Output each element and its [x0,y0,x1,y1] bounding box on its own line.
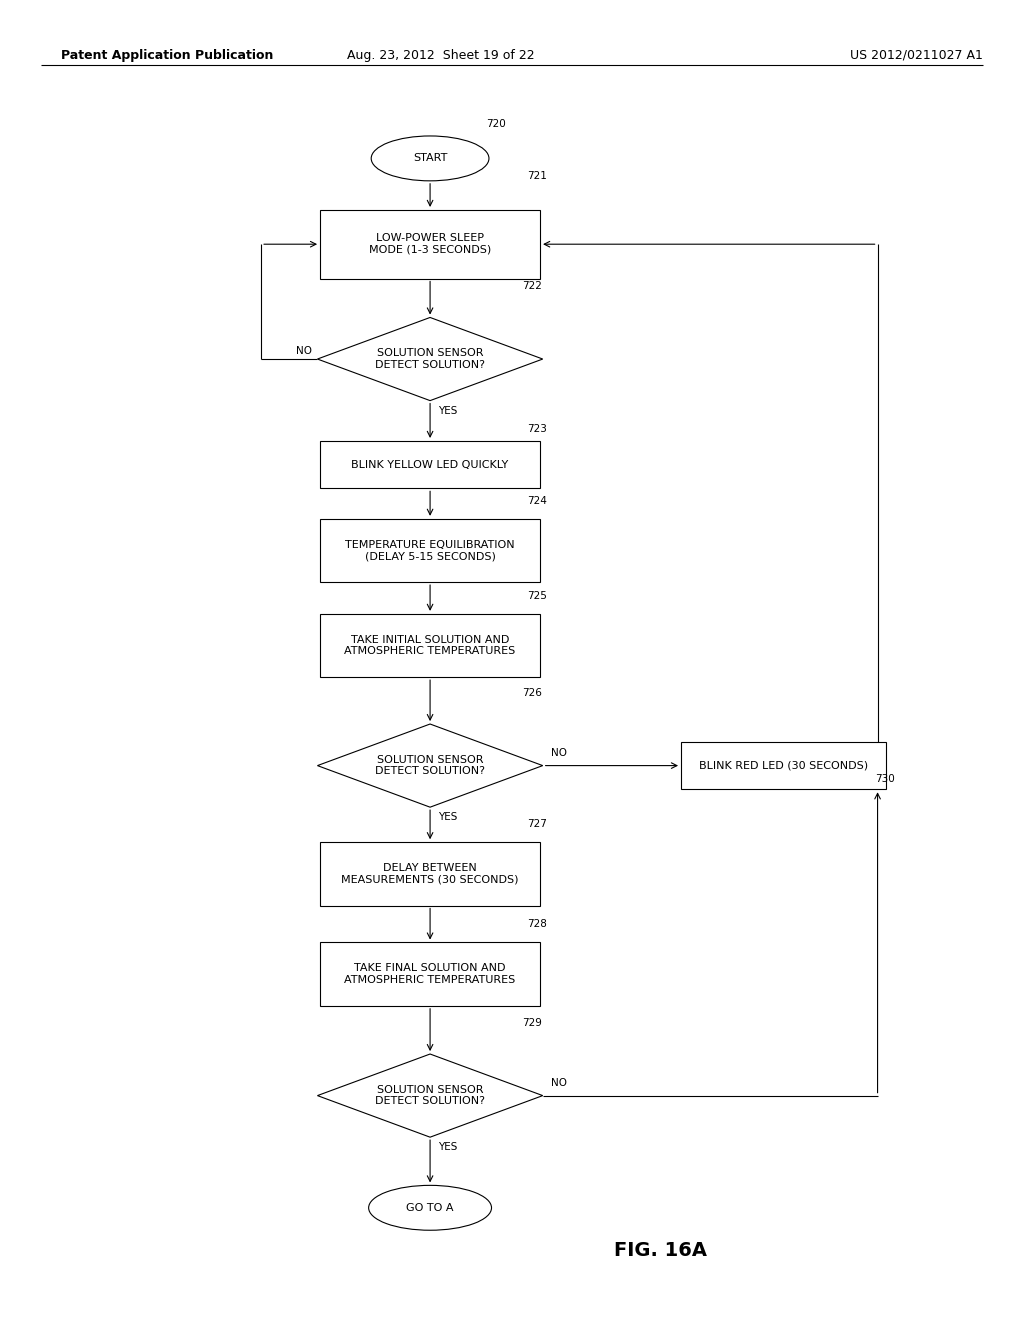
Text: BLINK YELLOW LED QUICKLY: BLINK YELLOW LED QUICKLY [351,459,509,470]
Text: NO: NO [296,346,312,356]
Text: SOLUTION SENSOR
DETECT SOLUTION?: SOLUTION SENSOR DETECT SOLUTION? [375,755,485,776]
Text: 728: 728 [527,919,547,929]
Text: US 2012/0211027 A1: US 2012/0211027 A1 [850,49,983,62]
FancyBboxPatch shape [319,942,541,1006]
FancyBboxPatch shape [319,614,541,677]
Text: 730: 730 [876,774,895,784]
Text: FIG. 16A: FIG. 16A [614,1241,708,1259]
FancyBboxPatch shape [319,842,541,906]
FancyBboxPatch shape [319,519,541,582]
Text: TAKE FINAL SOLUTION AND
ATMOSPHERIC TEMPERATURES: TAKE FINAL SOLUTION AND ATMOSPHERIC TEMP… [344,964,516,985]
Text: NO: NO [551,1077,567,1088]
Text: 727: 727 [527,818,547,829]
Text: YES: YES [438,813,458,822]
Text: TAKE INITIAL SOLUTION AND
ATMOSPHERIC TEMPERATURES: TAKE INITIAL SOLUTION AND ATMOSPHERIC TE… [344,635,516,656]
Text: Patent Application Publication: Patent Application Publication [61,49,273,62]
Text: GO TO A: GO TO A [407,1203,454,1213]
Ellipse shape [371,136,489,181]
Text: 723: 723 [527,424,547,434]
FancyBboxPatch shape [681,742,886,789]
Text: YES: YES [438,407,458,416]
Text: 725: 725 [527,590,547,601]
Text: DELAY BETWEEN
MEASUREMENTS (30 SECONDS): DELAY BETWEEN MEASUREMENTS (30 SECONDS) [341,863,519,884]
Text: 720: 720 [486,119,506,129]
Text: 726: 726 [522,688,542,697]
Text: LOW-POWER SLEEP
MODE (1-3 SECONDS): LOW-POWER SLEEP MODE (1-3 SECONDS) [369,234,492,255]
Text: TEMPERATURE EQUILIBRATION
(DELAY 5-15 SECONDS): TEMPERATURE EQUILIBRATION (DELAY 5-15 SE… [345,540,515,561]
Ellipse shape [369,1185,492,1230]
Text: 724: 724 [527,495,547,506]
Text: 721: 721 [527,170,547,181]
Text: START: START [413,153,447,164]
Polygon shape [317,1053,543,1137]
FancyBboxPatch shape [319,441,541,488]
Text: Aug. 23, 2012  Sheet 19 of 22: Aug. 23, 2012 Sheet 19 of 22 [346,49,535,62]
Text: 722: 722 [522,281,542,290]
Polygon shape [317,723,543,808]
Text: YES: YES [438,1142,458,1152]
Text: NO: NO [551,747,567,758]
Text: BLINK RED LED (30 SECONDS): BLINK RED LED (30 SECONDS) [698,760,868,771]
Text: 729: 729 [522,1018,542,1027]
Polygon shape [317,318,543,401]
FancyBboxPatch shape [319,210,541,279]
Text: SOLUTION SENSOR
DETECT SOLUTION?: SOLUTION SENSOR DETECT SOLUTION? [375,1085,485,1106]
Text: SOLUTION SENSOR
DETECT SOLUTION?: SOLUTION SENSOR DETECT SOLUTION? [375,348,485,370]
